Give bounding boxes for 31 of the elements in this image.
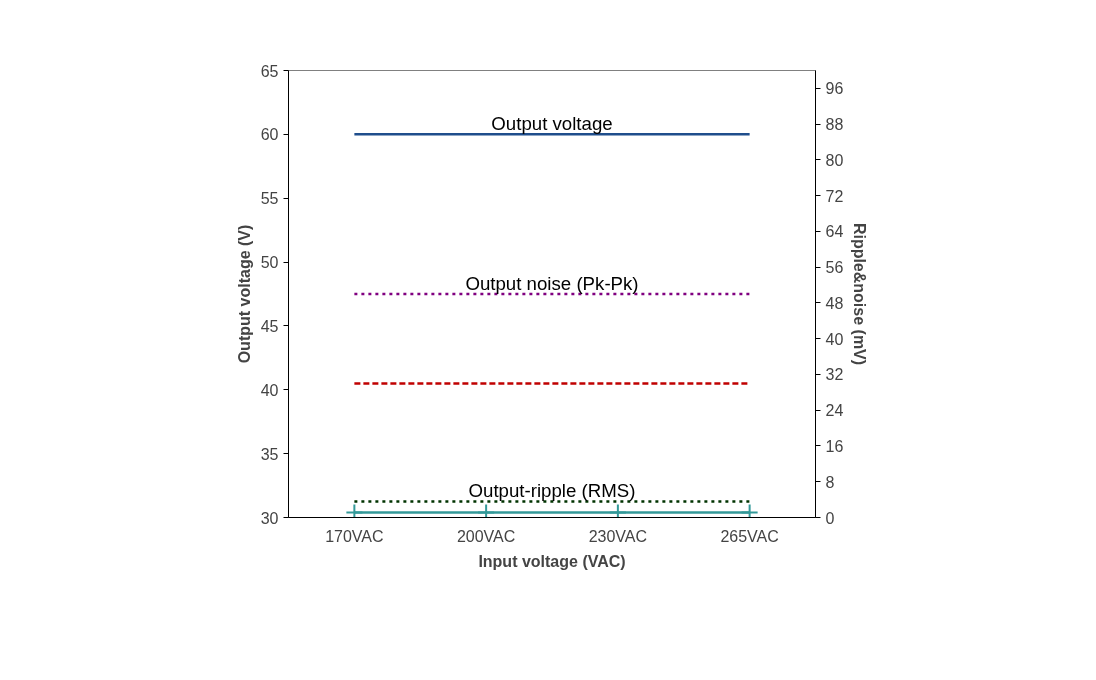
series-label: Output noise (Pk-Pk) [465,273,639,294]
x-tick-label: 170VAC [325,527,384,545]
y2-tick-label: 88 [825,116,844,134]
y-tick-label: 35 [260,445,279,463]
y2-tick-label: 56 [825,259,844,277]
y-tick-label: 30 [260,509,279,527]
y2-tick-label: 16 [825,437,844,455]
y2-tick-label: 80 [825,151,844,169]
series-label: Output voltage [491,113,613,135]
y2-tick-label: 48 [825,294,844,312]
y2-tick-label: 24 [825,402,844,420]
y-tick-label: 65 [260,62,279,80]
y2-tick-label: 32 [825,366,844,384]
y-tick-label: 55 [260,190,279,208]
y2-axis-title: Ripple&noise (mV) [851,222,869,366]
x-axis-title: Input voltage (VAC) [478,552,626,570]
series-label: Output-ripple (RMS) [468,480,636,502]
y2-tick-label: 0 [825,509,835,527]
y-tick-label: 50 [260,254,279,272]
y2-tick-label: 40 [825,330,844,348]
x-tick-label: 200VAC [456,527,516,545]
y2-tick-label: 8 [825,473,835,491]
y2-tick-label: 64 [825,223,844,241]
y-axis-title: Output voltage (V) [235,224,253,364]
y2-tick-label: 72 [825,187,844,205]
y2-tick-label: 96 [825,80,844,98]
y-tick-label: 45 [260,317,279,335]
y-tick-label: 60 [260,126,279,144]
x-tick-label: 230VAC [588,527,648,545]
x-tick-label: 265VAC [720,527,779,545]
y-tick-label: 40 [260,381,279,399]
